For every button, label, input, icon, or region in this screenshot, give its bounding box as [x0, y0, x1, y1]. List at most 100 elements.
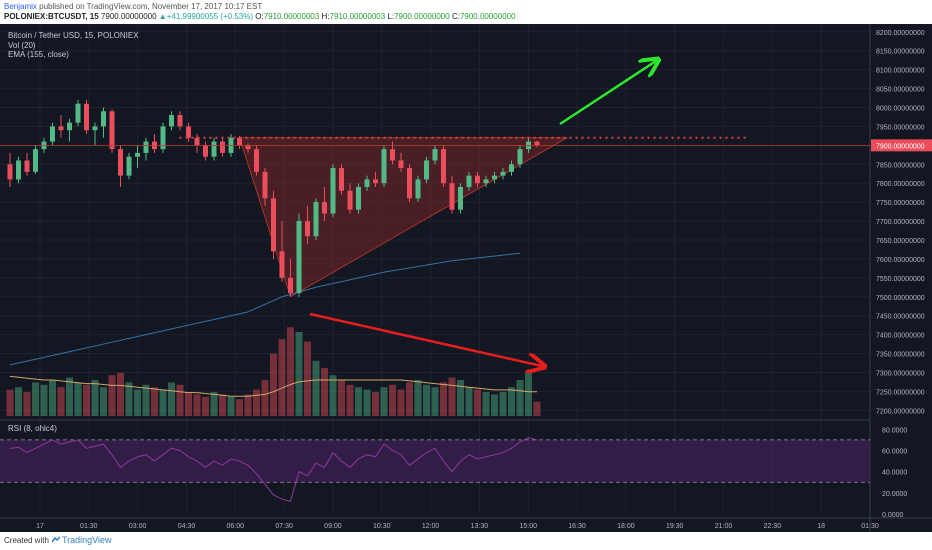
candle-body	[373, 179, 378, 184]
legend-main: Bitcoin / Tether USD, 15, POLONIEX	[8, 31, 139, 40]
chart-area[interactable]: 8200.00000000 8150.00000000 8100.00000000 8…	[0, 24, 932, 532]
candle-body	[50, 126, 55, 142]
time-tick-label: 22:30	[764, 523, 782, 530]
bullish-arrow-icon	[559, 61, 656, 126]
tradingview-brand[interactable]: TradingView	[62, 535, 112, 545]
candle-body	[75, 103, 81, 123]
legend-rsi: RSI (8, ohlc4)	[8, 424, 57, 433]
volume-bar	[15, 387, 22, 416]
candle-body	[305, 221, 310, 237]
close-label: C:	[451, 12, 460, 21]
volume-bar	[91, 380, 99, 416]
candle-body	[279, 251, 285, 278]
price-tick-label: 7250.00000000	[876, 389, 925, 396]
candle-body	[24, 160, 30, 172]
ohlc-readout: POLONIEX:BTCUSDT, 15 7900.00000000 ▲+41.…	[4, 12, 516, 21]
last-price: 7900.00000000	[100, 12, 157, 21]
legend-vol: Vol (20)	[8, 41, 36, 50]
volume-bar	[202, 396, 209, 416]
volume-decline-arrow-icon	[309, 312, 542, 366]
volume-bar	[465, 387, 473, 416]
current-price-tag	[871, 139, 932, 152]
candle-body	[407, 168, 412, 199]
candle-body	[441, 149, 446, 184]
candle-body	[449, 183, 455, 210]
candle-body	[237, 137, 242, 146]
volume-bar	[372, 392, 379, 416]
volume-bar	[100, 387, 107, 416]
volume-bar	[380, 387, 388, 416]
candle-body	[509, 164, 514, 172]
price-tick-label: 7950.00000000	[876, 124, 925, 131]
time-tick-label: 19:30	[666, 523, 684, 530]
candle-body	[500, 171, 506, 176]
candle-body	[415, 179, 421, 199]
candle-body	[33, 149, 38, 172]
candle-body	[339, 168, 344, 191]
volume-bar	[253, 389, 260, 416]
price-tick-label: 7800.00000000	[876, 181, 925, 188]
volume-bar	[508, 387, 515, 416]
candle-body	[398, 160, 404, 169]
candle-body	[262, 171, 268, 199]
candle-body	[458, 186, 463, 210]
volume-bar	[355, 387, 362, 416]
created-with-label: Created with	[4, 536, 49, 545]
price-tick-label: 7550.00000000	[876, 276, 925, 283]
volume-bar	[32, 382, 39, 416]
candle-body	[390, 149, 395, 161]
time-tick-label: 07:30	[275, 523, 293, 530]
volume-bar	[23, 392, 31, 416]
publish-header: Benjamix published on TradingView.com, N…	[0, 0, 932, 24]
time-tick-label: 13:30	[471, 523, 489, 530]
volume-bar	[176, 384, 184, 416]
volume-bar	[287, 327, 294, 416]
tradingview-logo-icon	[52, 536, 60, 543]
time-tick-label: 21:00	[715, 523, 733, 530]
volume-bar	[83, 384, 90, 416]
author-link[interactable]: Benjamix	[4, 2, 37, 11]
rsi-tick-label: 0.0000	[882, 512, 904, 519]
candle-body	[492, 175, 497, 180]
symbol-label: POLONIEX:BTCUSDT, 15	[4, 12, 99, 21]
candle-body	[313, 202, 319, 237]
candle-body	[135, 152, 140, 157]
volume-bar	[49, 380, 56, 416]
volume-bar	[482, 392, 490, 416]
price-tick-label: 7350.00000000	[876, 352, 925, 359]
time-tick-label: 18	[817, 523, 825, 530]
price-chart[interactable]: 8200.00000000 8150.00000000 8100.00000000 8…	[0, 24, 932, 532]
candle-body	[296, 221, 302, 293]
volume-bar	[125, 382, 133, 416]
time-tick-label: 04:30	[178, 523, 196, 530]
candle-body	[203, 145, 208, 157]
price-tick-label: 7850.00000000	[876, 162, 925, 169]
candle-body	[177, 115, 183, 127]
candle-body	[475, 175, 480, 184]
current-price-tag-label: 7900.00000000	[876, 143, 925, 150]
volume-bar	[261, 380, 269, 416]
candle-body	[245, 145, 251, 150]
volume-bar	[151, 387, 158, 416]
volume-bar	[499, 392, 507, 416]
rsi-tick-label: 40.0000	[882, 470, 907, 477]
volume-bar	[516, 380, 524, 416]
volume-bar	[193, 394, 201, 416]
volume-bar	[448, 377, 456, 416]
candle-body	[330, 168, 336, 214]
price-tick-label: 7600.00000000	[876, 257, 925, 264]
price-tick-label: 8200.00000000	[876, 30, 925, 37]
volume-bar	[168, 382, 175, 416]
close-value: 7900.00000000	[459, 12, 516, 21]
candle-body	[58, 126, 64, 131]
volume-bar	[117, 372, 124, 416]
time-tick-label: 15:00	[519, 523, 537, 530]
candle-body	[194, 137, 200, 146]
candle-body	[364, 179, 370, 187]
rsi-band	[0, 439, 870, 483]
volume-bar	[219, 394, 226, 416]
volume-bar	[74, 382, 82, 416]
candle-body	[271, 198, 276, 252]
rsi-tick-label: 20.0000	[882, 491, 907, 498]
volume-bar	[329, 375, 337, 416]
